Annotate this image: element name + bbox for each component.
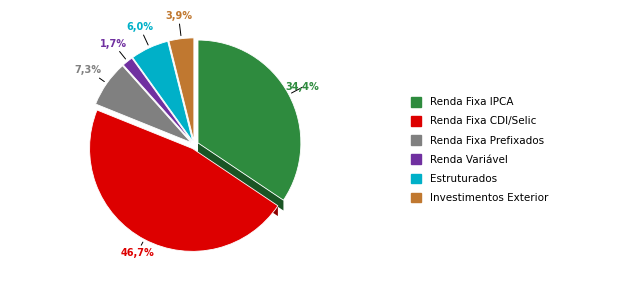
Text: 34,4%: 34,4% — [285, 82, 319, 93]
Wedge shape — [198, 40, 301, 200]
Text: 3,9%: 3,9% — [165, 11, 192, 36]
Wedge shape — [124, 58, 192, 142]
Text: 1,7%: 1,7% — [100, 39, 127, 59]
Polygon shape — [192, 148, 278, 216]
Text: 6,0%: 6,0% — [127, 22, 154, 45]
Text: 46,7%: 46,7% — [120, 242, 154, 258]
Wedge shape — [133, 41, 192, 141]
Legend: Renda Fixa IPCA, Renda Fixa CDI/Selic, Renda Fixa Prefixados, Renda Variável, Es: Renda Fixa IPCA, Renda Fixa CDI/Selic, R… — [406, 92, 554, 208]
Wedge shape — [90, 110, 278, 251]
Polygon shape — [198, 143, 283, 211]
Wedge shape — [169, 38, 194, 141]
Wedge shape — [95, 66, 191, 142]
Text: 7,3%: 7,3% — [75, 65, 104, 82]
